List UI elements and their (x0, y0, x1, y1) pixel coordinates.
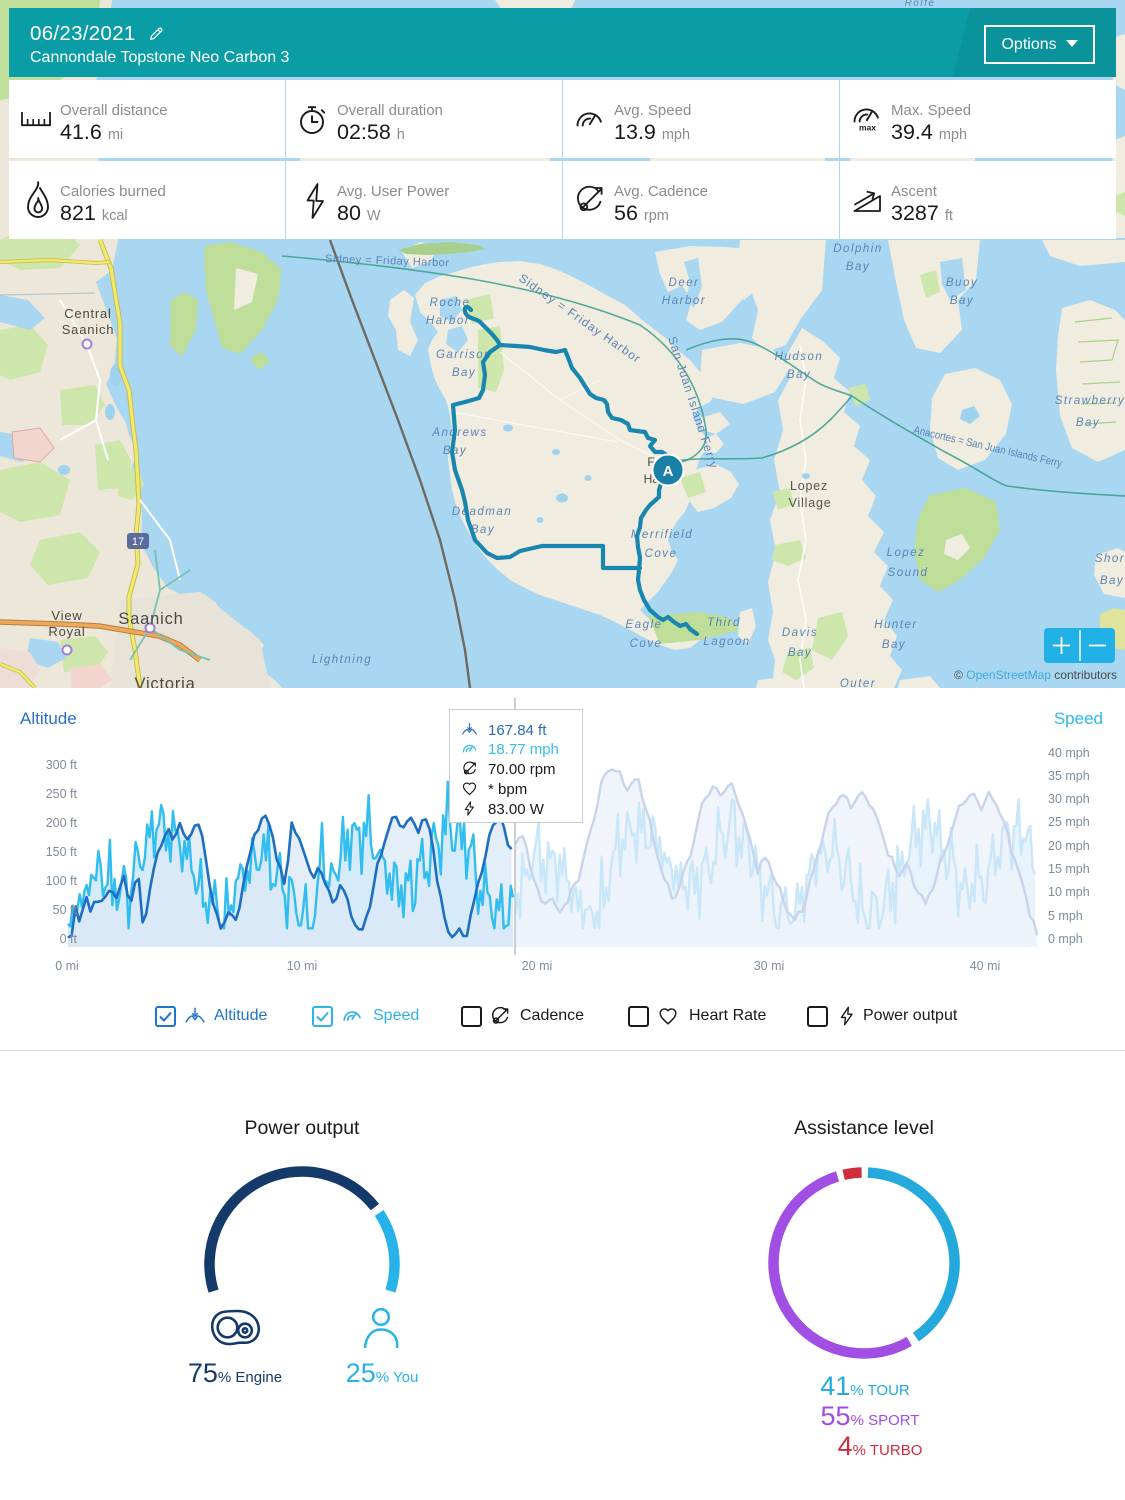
svg-text:Deer: Deer (669, 277, 700, 289)
svg-text:Bay: Bay (950, 295, 974, 307)
svg-text:Royal: Royal (48, 624, 85, 639)
svg-text:A: A (663, 463, 674, 480)
svg-text:Harbor: Harbor (426, 315, 470, 327)
svg-text:Roche: Roche (430, 297, 471, 309)
svg-text:Cove: Cove (630, 638, 663, 650)
svg-text:Eagle: Eagle (626, 619, 663, 631)
svg-text:Lagoon: Lagoon (703, 636, 750, 648)
svg-text:Village: Village (789, 496, 832, 510)
svg-text:View: View (51, 608, 82, 623)
svg-text:max: max (859, 123, 876, 133)
svg-text:Saanich: Saanich (118, 610, 183, 628)
svg-text:Outer: Outer (840, 678, 876, 688)
svg-text:Shor: Shor (1095, 553, 1125, 565)
svg-text:Buoy: Buoy (946, 277, 978, 289)
svg-text:Garrison: Garrison (436, 349, 492, 361)
svg-text:Hudson: Hudson (775, 351, 824, 363)
svg-text:Lopez: Lopez (790, 479, 828, 493)
svg-text:Bay: Bay (788, 647, 812, 659)
svg-text:Merrifield: Merrifield (631, 529, 693, 541)
svg-text:Lightning: Lightning (312, 654, 372, 666)
svg-text:Bay: Bay (443, 445, 467, 457)
svg-text:Lopez: Lopez (887, 547, 926, 559)
svg-text:Sidney = Friday Harbor: Sidney = Friday Harbor (325, 253, 450, 269)
svg-text:Hunter: Hunter (874, 619, 918, 631)
svg-text:Harbor: Harbor (662, 295, 706, 307)
svg-text:Rolfe: Rolfe (905, 0, 936, 9)
svg-text:Sound: Sound (888, 567, 929, 579)
svg-text:Central: Central (64, 306, 112, 321)
svg-text:Third: Third (707, 617, 741, 629)
svg-text:Bay: Bay (846, 261, 870, 273)
svg-text:Strawberry: Strawberry (1055, 395, 1125, 407)
svg-text:Bay: Bay (882, 639, 906, 651)
svg-text:Bay: Bay (1076, 417, 1100, 429)
svg-text:Victoria: Victoria (134, 675, 195, 688)
svg-text:© OpenStreetMap contributors: © OpenStreetMap contributors (954, 668, 1117, 682)
svg-text:Bay: Bay (452, 367, 476, 379)
svg-text:Dolphin: Dolphin (833, 243, 883, 255)
svg-text:17: 17 (132, 536, 144, 548)
svg-text:Saanich: Saanich (62, 322, 115, 337)
svg-text:Davis: Davis (782, 627, 818, 639)
svg-text:Cove: Cove (645, 548, 678, 560)
svg-text:Bay: Bay (1100, 575, 1124, 587)
svg-text:Bay: Bay (471, 524, 495, 536)
svg-text:Andrews: Andrews (431, 427, 487, 439)
svg-text:Bay: Bay (787, 369, 811, 381)
svg-text:Deadman: Deadman (452, 506, 512, 518)
